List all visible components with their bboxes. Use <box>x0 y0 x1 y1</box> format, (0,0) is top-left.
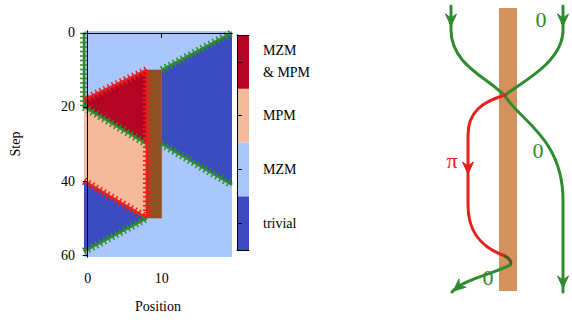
svg-text:Position: Position <box>135 299 181 314</box>
svg-text:40: 40 <box>61 174 75 189</box>
svg-text:0: 0 <box>68 25 75 40</box>
svg-text:60: 60 <box>61 248 75 263</box>
svg-text:MPM: MPM <box>263 108 296 123</box>
svg-text:π: π <box>446 148 457 173</box>
svg-text:0: 0 <box>84 271 91 286</box>
svg-text:MZM: MZM <box>263 43 297 58</box>
svg-text:0: 0 <box>536 7 547 32</box>
svg-text:10: 10 <box>155 271 169 286</box>
svg-text:0: 0 <box>533 138 544 163</box>
svg-text:MZM: MZM <box>263 162 297 177</box>
svg-text:20: 20 <box>61 99 75 114</box>
svg-text:Step: Step <box>8 132 23 157</box>
svg-text:& MPM: & MPM <box>263 65 311 80</box>
svg-text:0: 0 <box>483 265 494 290</box>
svg-text:trivial: trivial <box>263 216 297 231</box>
